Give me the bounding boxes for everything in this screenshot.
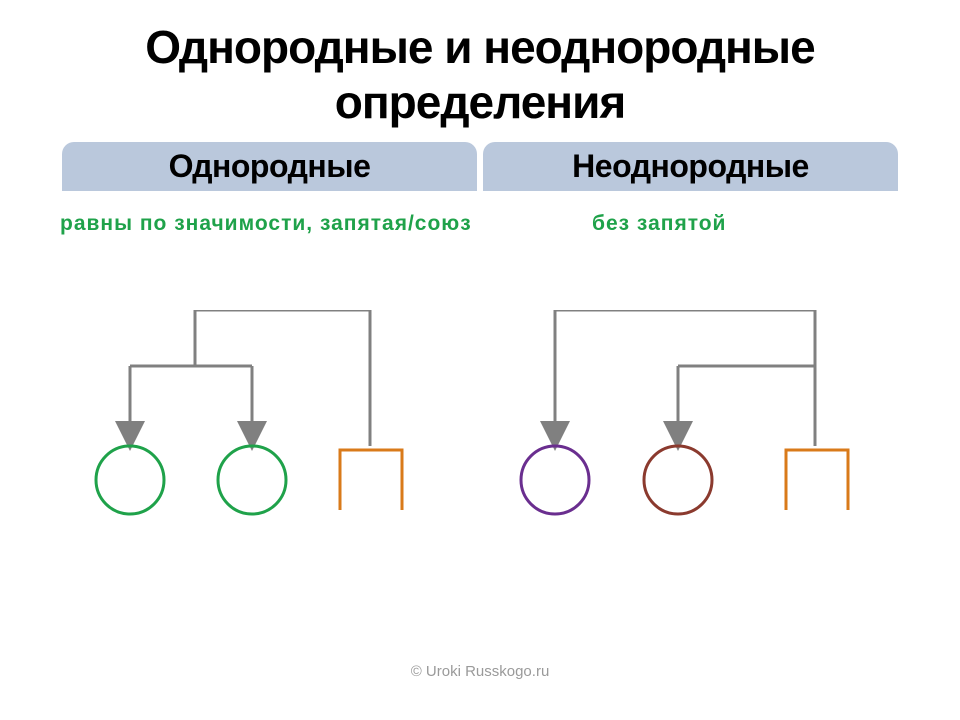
diagram-svg bbox=[0, 310, 960, 610]
right-circle-1 bbox=[521, 446, 589, 514]
right-bracket bbox=[786, 450, 848, 510]
left-circle-1 bbox=[96, 446, 164, 514]
diagram-area bbox=[0, 310, 960, 610]
title-line2: определения bbox=[335, 76, 625, 128]
tab-left: Однородные bbox=[62, 142, 477, 191]
tabs-row: Однородные Неоднородные bbox=[0, 142, 960, 191]
right-circle-2 bbox=[644, 446, 712, 514]
title-line1: Однородные и неоднородные bbox=[145, 21, 814, 73]
subtext-left: равны по значимости, запятая/союз bbox=[60, 212, 472, 236]
subtext-right: без запятой bbox=[592, 212, 726, 236]
left-bracket bbox=[340, 450, 402, 510]
left-circle-2 bbox=[218, 446, 286, 514]
tab-right: Неоднородные bbox=[483, 142, 898, 191]
copyright: © Uroki Russkogo.ru bbox=[0, 663, 960, 680]
page-title: Однородные и неоднородные определения bbox=[0, 0, 960, 130]
